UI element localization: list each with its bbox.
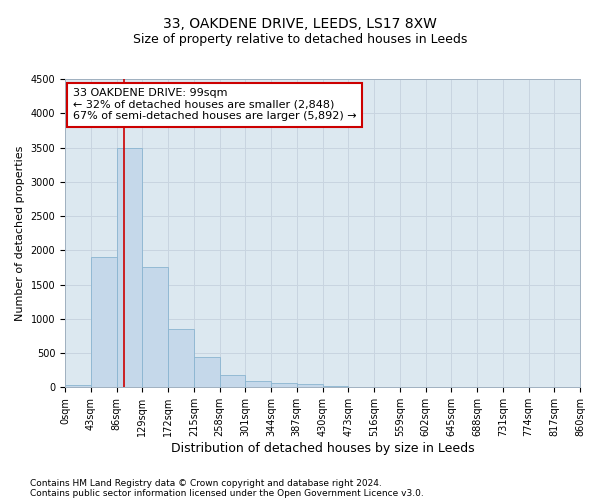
Bar — [65, 386, 91, 388]
Bar — [142, 268, 168, 388]
Text: 33 OAKDENE DRIVE: 99sqm
← 32% of detached houses are smaller (2,848)
67% of semi: 33 OAKDENE DRIVE: 99sqm ← 32% of detache… — [73, 88, 356, 122]
Bar — [297, 384, 323, 388]
Text: Contains HM Land Registry data © Crown copyright and database right 2024.: Contains HM Land Registry data © Crown c… — [30, 478, 382, 488]
Bar — [348, 386, 374, 388]
Bar — [116, 148, 142, 388]
Bar — [91, 257, 116, 388]
Bar — [271, 383, 297, 388]
Text: Contains public sector information licensed under the Open Government Licence v3: Contains public sector information licen… — [30, 488, 424, 498]
Y-axis label: Number of detached properties: Number of detached properties — [15, 146, 25, 321]
Bar — [194, 356, 220, 388]
Text: Size of property relative to detached houses in Leeds: Size of property relative to detached ho… — [133, 32, 467, 46]
Bar — [323, 386, 348, 388]
Bar — [168, 329, 194, 388]
X-axis label: Distribution of detached houses by size in Leeds: Distribution of detached houses by size … — [171, 442, 475, 455]
Text: 33, OAKDENE DRIVE, LEEDS, LS17 8XW: 33, OAKDENE DRIVE, LEEDS, LS17 8XW — [163, 18, 437, 32]
Bar — [245, 381, 271, 388]
Bar — [220, 376, 245, 388]
